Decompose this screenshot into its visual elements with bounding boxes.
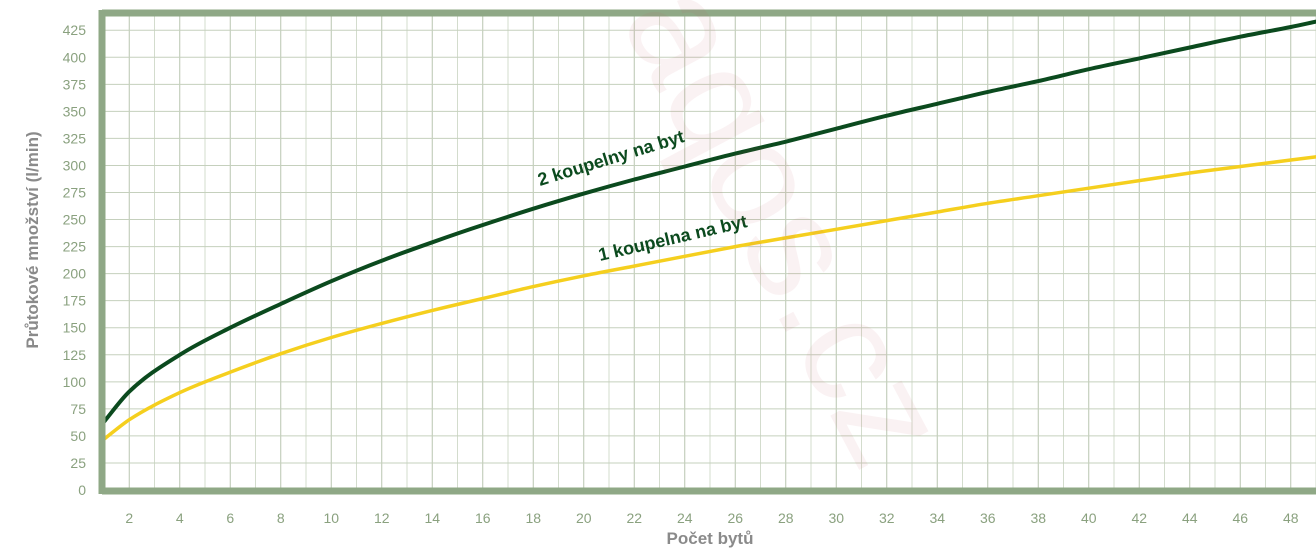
y-tick-label: 325 xyxy=(63,130,87,146)
x-tick-label: 8 xyxy=(277,510,285,526)
x-tick-label: 36 xyxy=(980,510,996,526)
x-tick-label: 44 xyxy=(1182,510,1198,526)
x-tick-label: 22 xyxy=(626,510,642,526)
x-tick-label: 46 xyxy=(1232,510,1248,526)
series-line-2 xyxy=(102,155,1316,441)
y-tick-label: 0 xyxy=(78,482,86,498)
y-tick-label: 25 xyxy=(70,455,86,471)
series-lines xyxy=(102,19,1316,441)
tick-labels: 0 25 50 75 100 125 150 175 200 225 250 275 300 325 350… xyxy=(63,22,1299,526)
series-line-1 xyxy=(102,19,1316,424)
x-tick-label: 2 xyxy=(125,510,133,526)
y-tick-label: 200 xyxy=(63,266,87,282)
plot-frame xyxy=(98,9,1316,495)
y-axis-title: Průtokové množství (l/min) xyxy=(23,131,42,348)
y-tick-label: 275 xyxy=(63,185,87,201)
x-tick-label: 20 xyxy=(576,510,592,526)
y-tick-label: 125 xyxy=(63,347,87,363)
x-tick-label: 18 xyxy=(525,510,541,526)
x-axis-title: Počet bytů xyxy=(667,529,754,548)
y-tick-label: 150 xyxy=(63,320,87,336)
x-tick-label: 40 xyxy=(1081,510,1097,526)
y-tick-label: 425 xyxy=(63,22,87,38)
x-tick-label: 24 xyxy=(677,510,693,526)
x-tick-label: 34 xyxy=(929,510,945,526)
x-tick-label: 12 xyxy=(374,510,390,526)
x-tick-label: 38 xyxy=(1030,510,1046,526)
x-tick-label: 32 xyxy=(879,510,895,526)
x-tick-label: 26 xyxy=(727,510,743,526)
x-tick-label: 10 xyxy=(323,510,339,526)
x-tick-label: 42 xyxy=(1131,510,1147,526)
y-tick-label: 100 xyxy=(63,374,87,390)
y-tick-label: 50 xyxy=(70,428,86,444)
x-tick-label: 4 xyxy=(176,510,184,526)
y-tick-label: 250 xyxy=(63,212,87,228)
y-tick-label: 350 xyxy=(63,103,87,119)
y-tick-label: 400 xyxy=(63,49,87,65)
x-tick-label: 48 xyxy=(1283,510,1299,526)
x-tick-label: 16 xyxy=(475,510,491,526)
y-tick-label: 175 xyxy=(63,293,87,309)
x-tick-label: 14 xyxy=(424,510,440,526)
x-tick-label: 30 xyxy=(828,510,844,526)
y-tick-label: 75 xyxy=(70,401,86,417)
x-tick-label: 6 xyxy=(226,510,234,526)
y-tick-label: 300 xyxy=(63,157,87,173)
x-tick-label: 28 xyxy=(778,510,794,526)
y-tick-label: 225 xyxy=(63,239,87,255)
y-tick-label: 375 xyxy=(63,76,87,92)
